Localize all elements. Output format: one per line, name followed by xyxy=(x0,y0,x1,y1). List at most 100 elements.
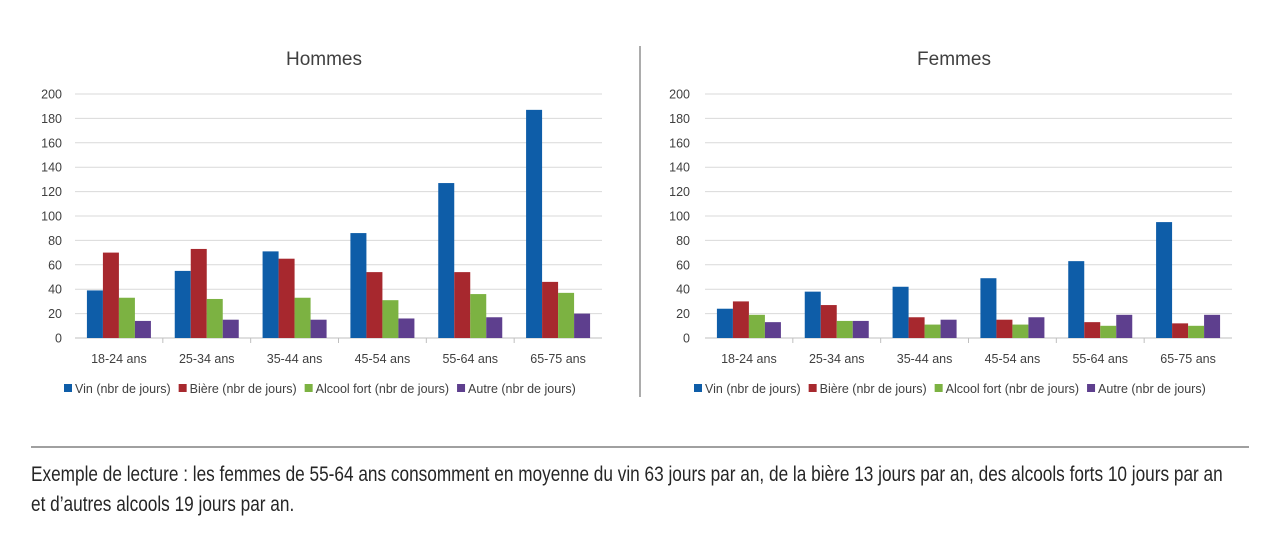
y-tick-label: 40 xyxy=(48,283,62,297)
bar xyxy=(980,278,997,338)
legend-label: Alcool fort (nbr de jours) xyxy=(946,382,1079,396)
bar xyxy=(102,252,119,338)
bar xyxy=(892,286,909,338)
bar xyxy=(174,270,191,338)
bar xyxy=(350,233,367,338)
y-tick-label: 100 xyxy=(669,210,690,224)
chart-hommes: Hommes 0 20 40 60 80 100 120 140 160 180 200 18-24 a… xyxy=(41,49,602,396)
bar xyxy=(716,308,733,338)
x-tick-label: 18-24 ans xyxy=(721,352,777,366)
bar xyxy=(940,319,957,338)
bar xyxy=(732,301,749,338)
y-tick-label: 60 xyxy=(676,258,690,272)
bar xyxy=(996,319,1013,338)
bar xyxy=(908,317,925,338)
bar xyxy=(86,290,103,338)
chart-title: Hommes xyxy=(286,49,362,70)
bar xyxy=(1156,222,1173,338)
bar xyxy=(1012,324,1029,338)
y-tick-label: 20 xyxy=(48,307,62,321)
bar xyxy=(398,318,415,338)
y-tick-label: 80 xyxy=(48,234,62,248)
bar xyxy=(134,320,151,338)
legend-swatch xyxy=(934,384,943,392)
y-tick-label: 80 xyxy=(676,234,690,248)
bar xyxy=(438,183,455,338)
legend-label: Autre (nbr de jours) xyxy=(1098,382,1206,396)
bar xyxy=(1116,314,1133,338)
bar xyxy=(1204,314,1221,338)
bar xyxy=(486,317,503,338)
legend-swatch xyxy=(304,384,313,392)
bar xyxy=(558,292,575,338)
x-tick-label: 35-44 ans xyxy=(267,352,323,366)
x-tick-label: 55-64 ans xyxy=(442,352,498,366)
y-tick-label: 180 xyxy=(669,112,690,126)
bar xyxy=(748,314,765,338)
bar xyxy=(310,319,327,338)
legend-label: Alcool fort (nbr de jours) xyxy=(316,382,449,396)
bar xyxy=(924,324,941,338)
bar xyxy=(526,109,543,338)
y-tick-label: 180 xyxy=(41,112,62,126)
bar xyxy=(804,291,821,338)
legend-label: Vin (nbr de jours) xyxy=(75,382,171,396)
bar xyxy=(294,297,311,338)
y-tick-label: 140 xyxy=(669,161,690,175)
y-tick-label: 200 xyxy=(669,88,690,102)
legend-swatch xyxy=(64,384,72,392)
y-tick-label: 160 xyxy=(669,136,690,150)
y-tick-label: 60 xyxy=(48,258,62,272)
bar xyxy=(190,248,207,338)
bar xyxy=(262,251,279,338)
y-tick-label: 0 xyxy=(683,332,690,346)
x-tick-label: 45-54 ans xyxy=(985,352,1041,366)
chart-femmes: Femmes 0 20 40 60 80 100 120 140 160 180 200 18-24 a… xyxy=(669,49,1232,396)
y-tick-label: 120 xyxy=(41,185,62,199)
bar xyxy=(836,320,853,338)
x-tick-label: 25-34 ans xyxy=(179,352,235,366)
bar xyxy=(454,272,471,338)
y-tick-label: 40 xyxy=(676,283,690,297)
bar xyxy=(1084,322,1101,338)
reading-example-caption: Exemple de lecture : les femmes de 55-64… xyxy=(31,463,1223,516)
legend-label: Bière (nbr de jours) xyxy=(190,382,297,396)
x-tick-label: 25-34 ans xyxy=(809,352,865,366)
bar xyxy=(366,272,383,338)
y-tick-label: 200 xyxy=(41,88,62,102)
y-tick-label: 160 xyxy=(41,136,62,150)
bar xyxy=(574,313,591,338)
bar xyxy=(820,305,837,338)
chart-title: Femmes xyxy=(917,49,991,70)
x-tick-label: 45-54 ans xyxy=(355,352,411,366)
y-tick-label: 140 xyxy=(41,161,62,175)
bar xyxy=(382,300,399,338)
bar xyxy=(278,258,295,338)
bar xyxy=(1100,325,1117,338)
legend-label: Vin (nbr de jours) xyxy=(705,382,801,396)
bar xyxy=(1068,261,1085,338)
bar xyxy=(1028,317,1045,338)
legend-swatch xyxy=(457,384,466,392)
bar xyxy=(764,322,781,338)
legend-swatch xyxy=(1087,384,1096,392)
legend-swatch xyxy=(178,384,187,392)
y-tick-label: 0 xyxy=(55,332,62,346)
x-tick-label: 18-24 ans xyxy=(91,352,147,366)
x-tick-label: 35-44 ans xyxy=(897,352,953,366)
bar xyxy=(852,320,869,338)
y-tick-label: 20 xyxy=(676,307,690,321)
x-tick-label: 55-64 ans xyxy=(1072,352,1128,366)
bar xyxy=(1172,323,1189,338)
y-tick-label: 100 xyxy=(41,210,62,224)
bar xyxy=(470,294,487,338)
bar xyxy=(542,281,559,338)
y-tick-label: 120 xyxy=(669,185,690,199)
legend-swatch xyxy=(808,384,817,392)
bar xyxy=(1188,325,1205,338)
legend-label: Bière (nbr de jours) xyxy=(820,382,927,396)
legend-swatch xyxy=(694,384,702,392)
bar xyxy=(222,319,239,338)
bar xyxy=(206,298,223,338)
